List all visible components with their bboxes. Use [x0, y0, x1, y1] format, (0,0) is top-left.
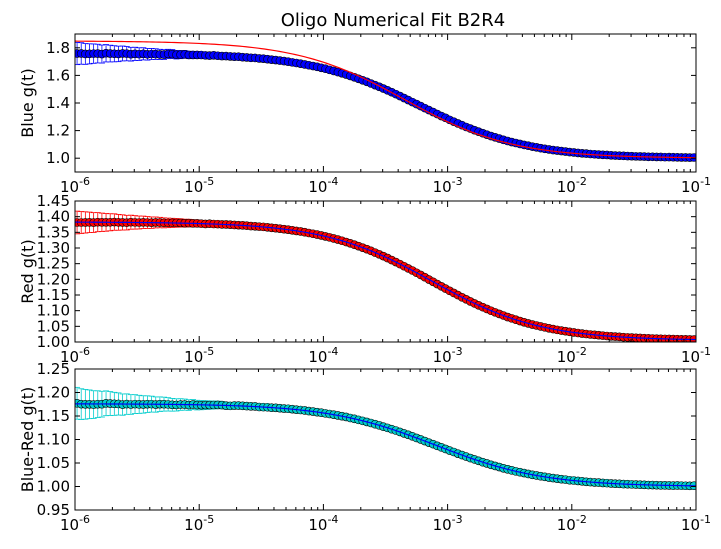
x-tick-label: 10-5: [184, 513, 214, 534]
y-tick-label: 1.00: [37, 478, 70, 496]
y-tick-label: 1.35: [37, 223, 70, 241]
y-tick-label: 1.45: [37, 192, 70, 210]
y-tick-label: 1.15: [37, 407, 70, 425]
fit-line: [75, 40, 696, 159]
x-tick-label: 10-2: [557, 513, 587, 534]
x-tick-label: 10-6: [60, 175, 90, 196]
y-tick-label: 1.00: [37, 333, 70, 351]
y-tick-label: 1.25: [37, 255, 70, 273]
x-tick-label: 10-3: [433, 345, 463, 366]
panel-2: 1.001.051.101.151.201.251.301.351.401.45…: [18, 192, 711, 366]
y-axis-label: Blue g(t): [18, 68, 37, 137]
fit-line: [75, 403, 696, 487]
y-tick-label: 1.15: [37, 286, 70, 304]
x-tick-label: 10-2: [557, 345, 587, 366]
x-tick-label: 10-3: [433, 175, 463, 196]
x-tick-label: 10-3: [433, 513, 463, 534]
y-tick-label: 1.8: [46, 39, 70, 57]
y-tick-label: 1.05: [37, 454, 70, 472]
x-tick-label: 10-2: [557, 175, 587, 196]
chart-title: Oligo Numerical Fit B2R4: [281, 10, 505, 31]
x-tick-label: 10-5: [184, 345, 214, 366]
axes-frame: [74, 200, 697, 343]
x-tick-label: 10-4: [308, 513, 338, 534]
y-tick-label: 0.95: [37, 501, 70, 519]
y-axis-label: Blue-Red g(t): [18, 387, 37, 493]
x-tick-label: 10-6: [60, 513, 90, 534]
y-tick-label: 1.20: [37, 384, 70, 402]
y-tick-label: 1.4: [46, 94, 70, 112]
y-tick-label: 1.10: [37, 302, 70, 320]
x-tick-label: 10-6: [60, 345, 90, 366]
y-tick-label: 1.30: [37, 239, 70, 257]
x-tick-label: 10-1: [681, 175, 711, 196]
x-tick-label: 10-1: [681, 345, 711, 366]
fit-line: [75, 221, 696, 341]
panel-1: 1.0 1.2 1.4 1.6 1.8 10-6 10-5 10-4 10-3 10-2 10-1 B…: [18, 33, 711, 196]
x-tick-label: 10-4: [308, 345, 338, 366]
y-tick-label: 1.40: [37, 208, 70, 226]
y-tick-label: 1.0: [46, 149, 70, 167]
axes-frame: [74, 368, 697, 511]
plot-area: [75, 386, 696, 491]
plot-area: [75, 210, 696, 342]
x-tick-label: 10-4: [308, 175, 338, 196]
x-tick-label: 10-1: [681, 513, 711, 534]
y-tick-label: 1.25: [37, 360, 70, 378]
y-tick-label: 1.6: [46, 66, 70, 84]
panel-3: 0.95 1.00 1.05 1.10 1.15 1.20 1.25 10-6 10-5 10-4…: [18, 360, 711, 534]
y-axis-label: Red g(t): [18, 239, 37, 303]
y-tick-label: 1.05: [37, 317, 70, 335]
y-tick-label: 1.2: [46, 122, 70, 140]
y-tick-label: 1.10: [37, 431, 70, 449]
x-tick-label: 10-5: [184, 175, 214, 196]
y-tick-label: 1.20: [37, 270, 70, 288]
plot-area: [75, 40, 696, 162]
